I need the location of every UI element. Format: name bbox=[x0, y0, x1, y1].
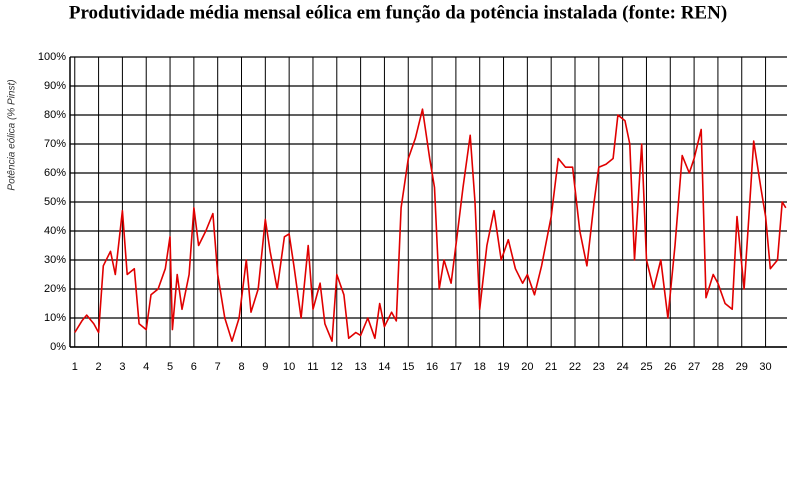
data-line bbox=[74, 108, 787, 342]
x-tick-label: 11 bbox=[307, 361, 318, 373]
x-tick-label: 2 bbox=[96, 361, 102, 373]
x-tick-label: 4 bbox=[143, 361, 149, 373]
x-tick-label: 27 bbox=[688, 361, 700, 373]
x-tick-label: 3 bbox=[119, 361, 125, 373]
x-tick-label: 26 bbox=[664, 361, 676, 373]
x-tick-label: 18 bbox=[474, 361, 486, 373]
y-tick-label: 50% bbox=[44, 196, 66, 208]
x-tick-label: 16 bbox=[426, 361, 438, 373]
x-tick-label: 1 bbox=[72, 361, 78, 373]
x-tick-label: 10 bbox=[283, 361, 295, 373]
x-tick-label: 25 bbox=[640, 361, 652, 373]
x-tick-label: 24 bbox=[617, 361, 629, 373]
x-tick-label: 15 bbox=[402, 361, 414, 373]
y-tick-label: 30% bbox=[44, 254, 66, 266]
chart-title: Produtividade média mensal eólica em fun… bbox=[69, 2, 727, 23]
y-tick-label: 20% bbox=[44, 283, 66, 295]
x-tick-label: 6 bbox=[191, 361, 197, 373]
x-tick-label: 5 bbox=[167, 361, 173, 373]
x-tick-label: 19 bbox=[497, 361, 509, 373]
x-tick-label: 17 bbox=[450, 361, 462, 373]
y-tick-label: 40% bbox=[44, 225, 66, 237]
x-tick-label: 13 bbox=[354, 361, 366, 373]
y-tick-label: 80% bbox=[44, 109, 66, 121]
x-tick-label: 23 bbox=[593, 361, 605, 373]
y-tick-label: 0% bbox=[50, 341, 66, 353]
y-tick-label: 60% bbox=[44, 167, 66, 179]
x-tick-label: 30 bbox=[759, 361, 771, 373]
x-tick-label: 7 bbox=[215, 361, 221, 373]
x-tick-label: 12 bbox=[331, 361, 343, 373]
x-tick-label: 28 bbox=[712, 361, 724, 373]
x-tick-label: 14 bbox=[378, 361, 390, 373]
y-tick-label: 90% bbox=[44, 80, 66, 92]
y-tick-label: 10% bbox=[44, 312, 66, 324]
y-axis-label: Potência eólica (% Pinst) bbox=[7, 79, 18, 190]
y-tick-label: 70% bbox=[44, 138, 66, 150]
x-tick-label: 29 bbox=[736, 361, 748, 373]
x-tick-label: 9 bbox=[262, 361, 268, 373]
x-tick-label: 22 bbox=[569, 361, 581, 373]
x-tick-label: 21 bbox=[545, 361, 557, 373]
y-tick-label: 100% bbox=[38, 51, 66, 63]
x-tick-label: 8 bbox=[238, 361, 244, 373]
x-tick-label: 20 bbox=[521, 361, 533, 373]
